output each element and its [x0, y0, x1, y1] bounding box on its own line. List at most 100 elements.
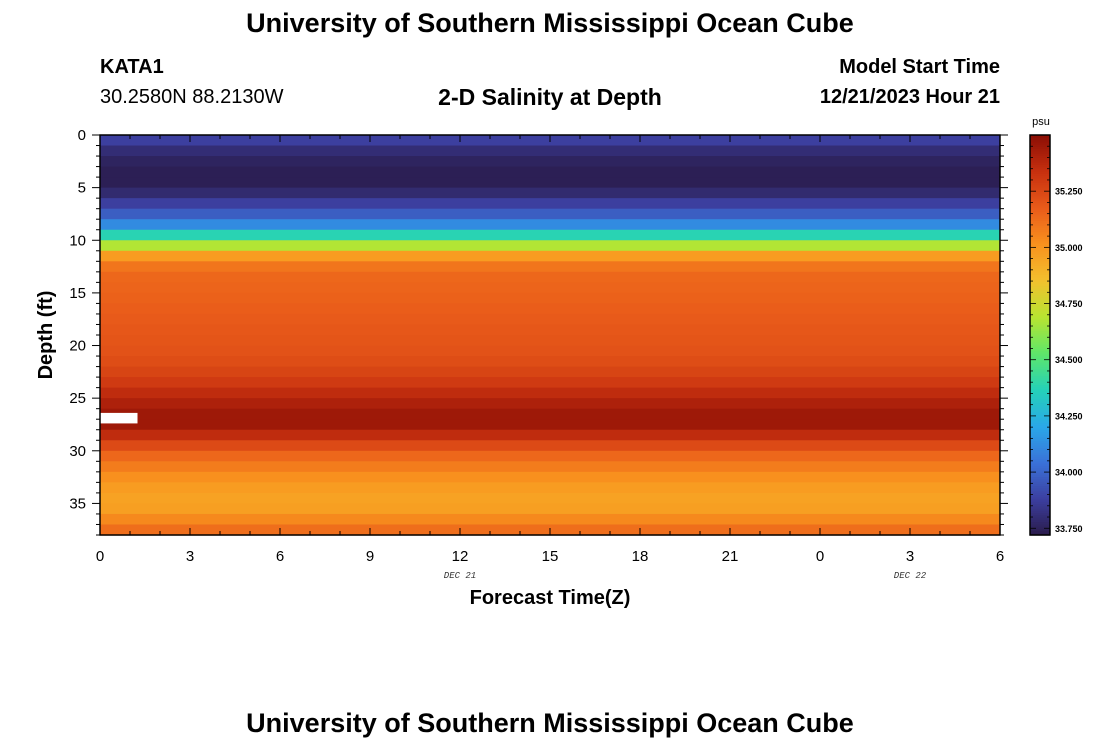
colorbar-segment	[1030, 314, 1050, 318]
colorbar-segment	[1030, 148, 1050, 152]
colorbar-segment	[1030, 186, 1050, 190]
colorbar-segment	[1030, 164, 1050, 168]
colorbar-segment	[1030, 224, 1050, 228]
colorbar-segment	[1030, 269, 1050, 273]
colorbar-segment	[1030, 292, 1050, 296]
colorbar-segment	[1030, 431, 1050, 435]
colorbar-segment	[1030, 442, 1050, 446]
colorbar-segment	[1030, 478, 1050, 482]
colorbar-segment	[1030, 402, 1050, 406]
colorbar-segment	[1030, 231, 1050, 235]
colorbar-segment	[1030, 370, 1050, 374]
y-tick-label: 5	[78, 180, 86, 197]
colorbar-segment	[1030, 526, 1050, 529]
colorbar-label: 33.750	[1055, 524, 1083, 534]
colorbar-segment	[1030, 346, 1050, 350]
colorbar-segment	[1030, 422, 1050, 426]
colorbar-segment	[1030, 508, 1050, 511]
colorbar-segment	[1030, 305, 1050, 309]
depth-layer-11	[100, 250, 1000, 262]
colorbar-segment	[1030, 521, 1050, 525]
colorbar-segment	[1030, 310, 1050, 314]
colorbar-segment	[1030, 195, 1050, 199]
colorbar-segment	[1030, 227, 1050, 230]
depth-layer-14	[100, 282, 1000, 294]
colorbar-segment	[1030, 220, 1050, 224]
x-tick-label: 9	[366, 548, 374, 565]
depth-layer-30	[100, 450, 1000, 462]
colorbar-segment	[1030, 436, 1050, 439]
depth-layer-32	[100, 471, 1000, 483]
colorbar-label: 34.250	[1055, 411, 1083, 421]
colorbar-segment	[1030, 449, 1050, 453]
depth-layer-13	[100, 271, 1000, 283]
colorbar-segment	[1030, 343, 1050, 347]
colorbar-segment	[1030, 213, 1050, 217]
colorbar-segment	[1030, 170, 1050, 174]
colorbar-segment	[1030, 413, 1050, 417]
colorbar-segment	[1030, 339, 1050, 343]
y-tick-label: 20	[69, 338, 86, 355]
colorbar-segment	[1030, 184, 1050, 188]
colorbar-segment	[1030, 377, 1050, 381]
colorbar-segment	[1030, 530, 1050, 534]
depth-layer-19	[100, 335, 1000, 347]
colorbar-segment	[1030, 157, 1050, 161]
colorbar-segment	[1030, 332, 1050, 336]
colorbar-segment	[1030, 152, 1050, 156]
colorbar-segment	[1030, 384, 1050, 388]
colorbar-segment	[1030, 319, 1050, 323]
station-coords: 30.2580N 88.2130W	[100, 86, 284, 108]
colorbar-label: 34.750	[1055, 299, 1083, 309]
depth-layer-26	[100, 408, 1000, 420]
colorbar-segment	[1030, 505, 1050, 509]
colorbar-segment	[1030, 393, 1050, 397]
colorbar-segment	[1030, 308, 1050, 311]
colorbar-segment	[1030, 222, 1050, 226]
colorbar-segment	[1030, 218, 1050, 221]
colorbar-segment	[1030, 481, 1050, 484]
colorbar-segment	[1030, 188, 1050, 192]
colorbar-segment	[1030, 350, 1050, 354]
colorbar-segment	[1030, 427, 1050, 430]
colorbar-segment	[1030, 366, 1050, 370]
colorbar-segment	[1030, 258, 1050, 262]
depth-layer-9	[100, 229, 1000, 241]
colorbar-segment	[1030, 204, 1050, 208]
colorbar-segment	[1030, 236, 1050, 239]
colorbar-segment	[1030, 155, 1050, 159]
model-start-label: Model Start Time	[839, 56, 1000, 78]
colorbar-segment	[1030, 168, 1050, 172]
x-tick-label: 3	[906, 548, 914, 565]
colorbar-segment	[1030, 197, 1050, 201]
colorbar-segment	[1030, 501, 1050, 505]
heatmap-layers	[100, 135, 1000, 536]
colorbar-segment	[1030, 285, 1050, 289]
colorbar-segment	[1030, 287, 1050, 291]
page-title-bottom: University of Southern Mississippi Ocean…	[246, 708, 854, 738]
colorbar-segment	[1030, 161, 1050, 165]
depth-layer-16	[100, 303, 1000, 315]
colorbar-segment	[1030, 245, 1050, 248]
depth-layer-31	[100, 461, 1000, 473]
colorbar-segment	[1030, 409, 1050, 413]
colorbar-label: 35.000	[1055, 243, 1083, 253]
y-tick-label: 25	[69, 390, 86, 407]
colorbar-segment	[1030, 391, 1050, 395]
depth-layer-20	[100, 345, 1000, 357]
colorbar-segment	[1030, 364, 1050, 368]
colorbar-unit: psu	[1032, 116, 1050, 128]
colorbar-segment	[1030, 352, 1050, 356]
colorbar-segment	[1030, 263, 1050, 266]
colorbar-segment	[1030, 528, 1050, 532]
colorbar-segment	[1030, 382, 1050, 386]
colorbar-segment	[1030, 296, 1050, 300]
colorbar-segment	[1030, 487, 1050, 491]
depth-layer-7	[100, 208, 1000, 220]
colorbar-segment	[1030, 150, 1050, 154]
colorbar-segment	[1030, 368, 1050, 372]
colorbar-label: 34.500	[1055, 355, 1083, 365]
colorbar-segment	[1030, 337, 1050, 341]
colorbar-segment	[1030, 458, 1050, 462]
colorbar-segment	[1030, 179, 1050, 183]
